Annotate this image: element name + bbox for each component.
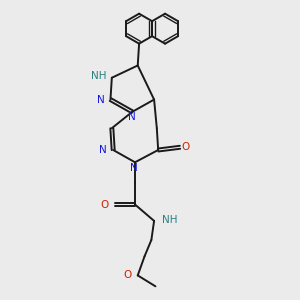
Text: O: O bbox=[124, 270, 132, 280]
Text: NH: NH bbox=[92, 70, 107, 81]
Text: O: O bbox=[182, 142, 190, 152]
Text: N: N bbox=[130, 163, 137, 173]
Text: N: N bbox=[99, 145, 107, 155]
Text: NH: NH bbox=[162, 214, 177, 224]
Text: N: N bbox=[97, 94, 104, 105]
Text: N: N bbox=[128, 112, 136, 122]
Text: O: O bbox=[101, 200, 109, 209]
